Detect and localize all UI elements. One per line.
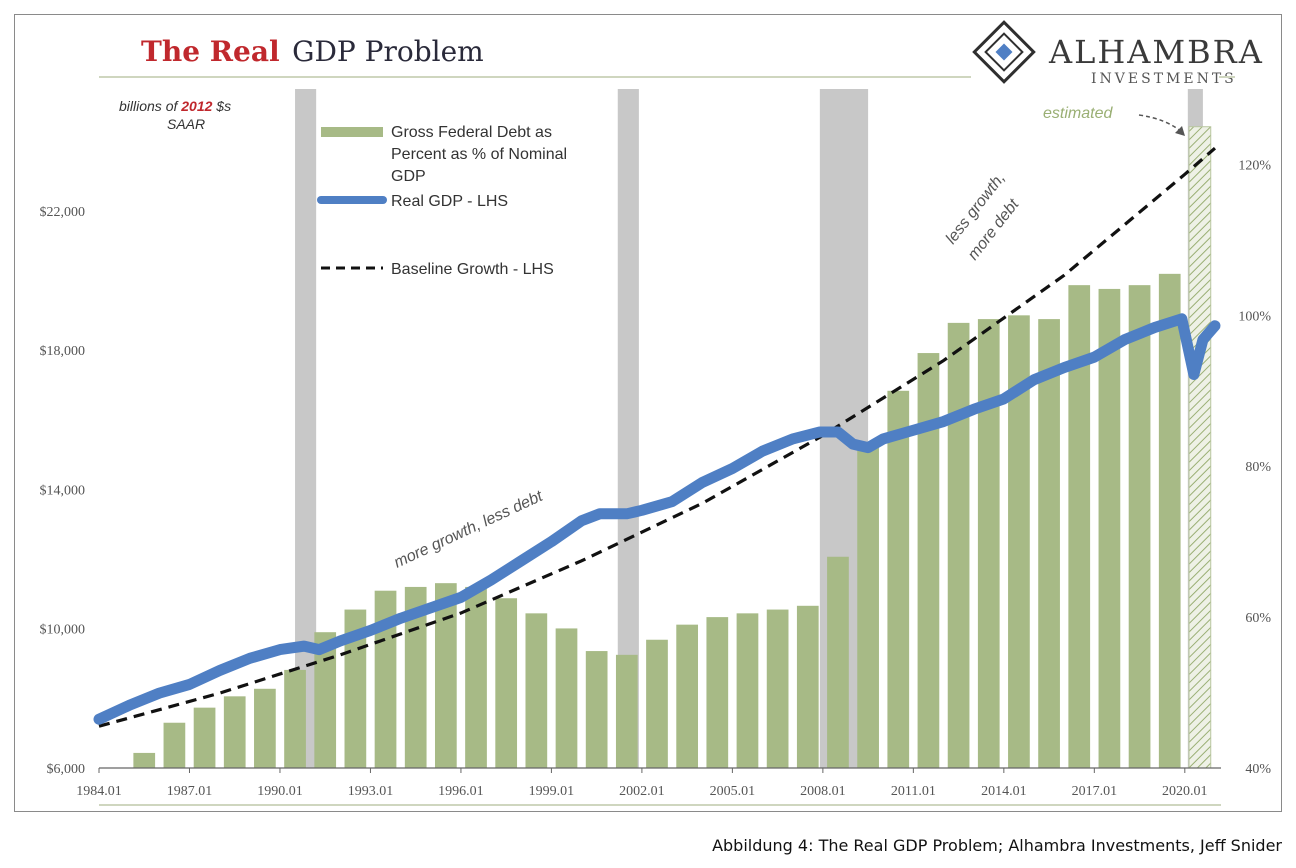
debt-bar-estimated	[1188, 126, 1212, 769]
real-gdp-series	[93, 313, 1221, 725]
chart-frame: The Real GDP Problem ALHAMBRA INVESTMENT…	[14, 14, 1282, 812]
debt-bar	[585, 651, 608, 768]
diamond-logo-icon	[972, 20, 1036, 84]
debt-bar	[1158, 273, 1181, 768]
axes: 1984.01 1987.01 1990.01 1993.01 1996.01 1999.…	[40, 76, 1271, 806]
debt-bar	[1098, 288, 1121, 768]
y-right-tick-label: 80%	[1245, 460, 1271, 475]
brand-sub: INVESTMENTS	[1091, 71, 1237, 87]
x-tick-label: 2014.01	[981, 784, 1027, 799]
debt-bar	[434, 583, 457, 768]
brand-name: ALHAMBRA	[1048, 33, 1264, 71]
chart-title: The Real GDP Problem	[141, 35, 484, 68]
debt-bar	[796, 605, 819, 768]
debt-bar	[555, 628, 578, 768]
x-tick-label: 1984.01	[76, 784, 122, 799]
debt-bar	[1008, 315, 1030, 768]
legend-bars-line1: Gross Federal Debt as	[391, 124, 552, 141]
debt-bar	[254, 688, 276, 768]
alhambra-logo: ALHAMBRA INVESTMENTS	[972, 20, 1264, 87]
debt-bar	[1068, 285, 1091, 768]
legend-swatch-bars	[321, 127, 383, 137]
debt-bar	[525, 613, 548, 768]
debt-bar	[947, 322, 970, 768]
debt-bar	[766, 609, 789, 768]
debt-bar	[314, 632, 337, 768]
legend-baseline: Baseline Growth - LHS	[391, 261, 554, 278]
debt-bar	[887, 390, 910, 768]
y-right-tick-label: 120%	[1238, 158, 1271, 173]
debt-bar	[827, 556, 849, 768]
x-tick-label: 2011.01	[891, 784, 936, 799]
debt-bar	[676, 624, 699, 768]
legend-bars-line2: Percent as % of Nominal	[391, 146, 567, 163]
debt-bar	[646, 639, 668, 768]
annotation-estimated: estimated	[1043, 105, 1113, 122]
x-tick-label: 1999.01	[529, 784, 575, 799]
y-left-tick-label: $6,000	[47, 762, 86, 777]
debt-bar	[1038, 319, 1060, 768]
debt-bar	[223, 696, 246, 768]
x-tick-label: 2002.01	[619, 784, 665, 799]
figure-caption: Abbildung 4: The Real GDP Problem; Alham…	[712, 836, 1282, 855]
y-right-tick-label: 40%	[1245, 762, 1271, 777]
baseline-growth-line	[98, 146, 1217, 728]
debt-bar	[857, 443, 879, 768]
debt-bar	[133, 752, 156, 768]
units-label-saar: SAAR	[167, 116, 205, 132]
legend: Gross Federal Debt as Percent as % of No…	[317, 124, 567, 278]
debt-bars	[133, 126, 1212, 769]
recession-band	[617, 89, 639, 768]
y-left-tick-label: $22,000	[40, 205, 86, 220]
title-rest: GDP Problem	[292, 35, 484, 68]
legend-bars-line3: GDP	[391, 168, 426, 185]
x-tick-label: 2005.01	[710, 784, 756, 799]
x-tick-label: 2017.01	[1072, 784, 1118, 799]
debt-bar	[917, 353, 940, 768]
y-left-tick-label: $14,000	[40, 483, 86, 498]
x-tick-label: 1993.01	[348, 784, 394, 799]
debt-bar	[1128, 285, 1151, 768]
debt-bar	[736, 613, 759, 768]
legend-gdp: Real GDP - LHS	[391, 193, 508, 210]
baseline-series	[98, 146, 1217, 728]
x-tick-label: 2020.01	[1162, 784, 1208, 799]
debt-bar	[193, 707, 216, 768]
debt-bar	[284, 669, 306, 768]
units-label: billions of 2012 $s	[119, 98, 231, 114]
debt-bar	[495, 598, 518, 768]
debt-bar	[977, 319, 1000, 768]
y-right-tick-label: 100%	[1238, 309, 1271, 324]
title-real: The Real	[141, 35, 280, 68]
y-right-tick-label: 60%	[1245, 611, 1271, 626]
debt-bar	[374, 590, 397, 768]
x-tick-label: 1987.01	[167, 784, 213, 799]
x-tick-label: 1990.01	[257, 784, 303, 799]
debt-bar	[465, 586, 487, 768]
real-gdp-line	[93, 313, 1221, 725]
debt-bar	[615, 654, 638, 768]
y-left-tick-label: $10,000	[40, 623, 86, 638]
chart-svg: The Real GDP Problem ALHAMBRA INVESTMENT…	[40, 20, 1271, 806]
x-tick-label: 1996.01	[438, 784, 484, 799]
x-tick-label: 2008.01	[800, 784, 846, 799]
debt-bar	[706, 617, 729, 768]
recession-band	[295, 89, 317, 768]
y-left-tick-label: $18,000	[40, 344, 86, 359]
debt-bar	[163, 722, 186, 768]
estimated-arrow-icon	[1138, 114, 1185, 136]
